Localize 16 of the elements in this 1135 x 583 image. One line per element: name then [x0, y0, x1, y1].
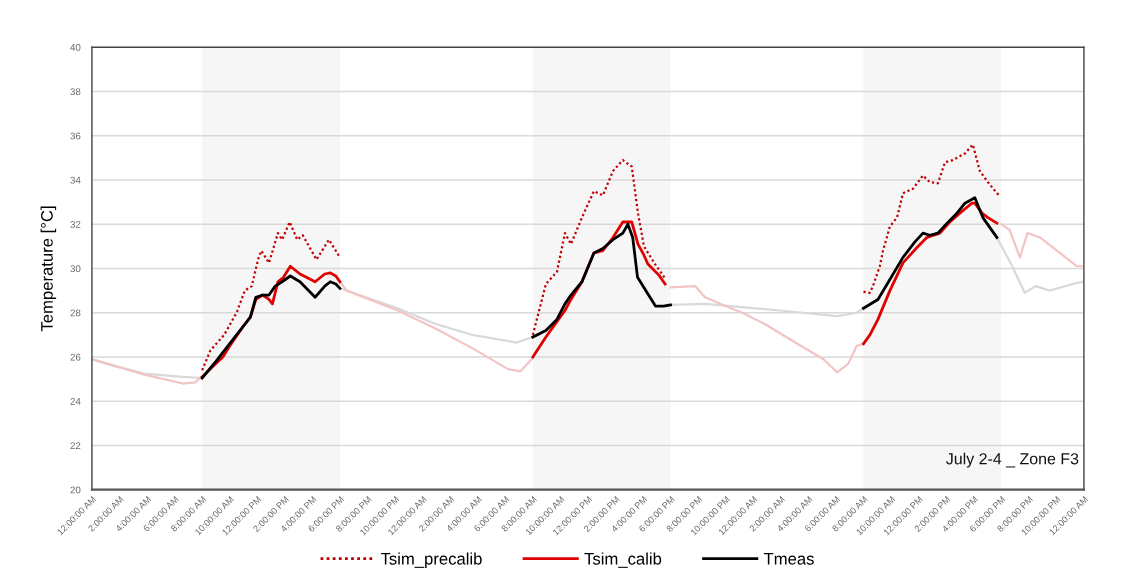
- y-tick-label: 40: [70, 43, 81, 51]
- y-axis-title: Temperature [°C]: [40, 206, 57, 332]
- annotation: July 2-4 _ Zone F3: [946, 452, 1079, 468]
- y-tick-label: 28: [70, 309, 81, 317]
- y-tick-label: 32: [70, 220, 81, 228]
- legend-label: Tsim_precalib: [380, 552, 482, 568]
- y-tick-label: 22: [70, 442, 81, 449]
- y-tick-label: 36: [70, 132, 81, 140]
- y-tick-label: 20: [70, 486, 81, 494]
- legend-label: Tmeas: [763, 553, 814, 565]
- y-tick-label: 34: [70, 176, 81, 184]
- y-tick-label: 24: [70, 397, 81, 405]
- y-tick-label: 38: [70, 88, 81, 96]
- y-tick-label: 26: [70, 353, 81, 361]
- y-tick-label: 30: [70, 265, 81, 273]
- legend-label: Tsim_calib: [584, 552, 662, 568]
